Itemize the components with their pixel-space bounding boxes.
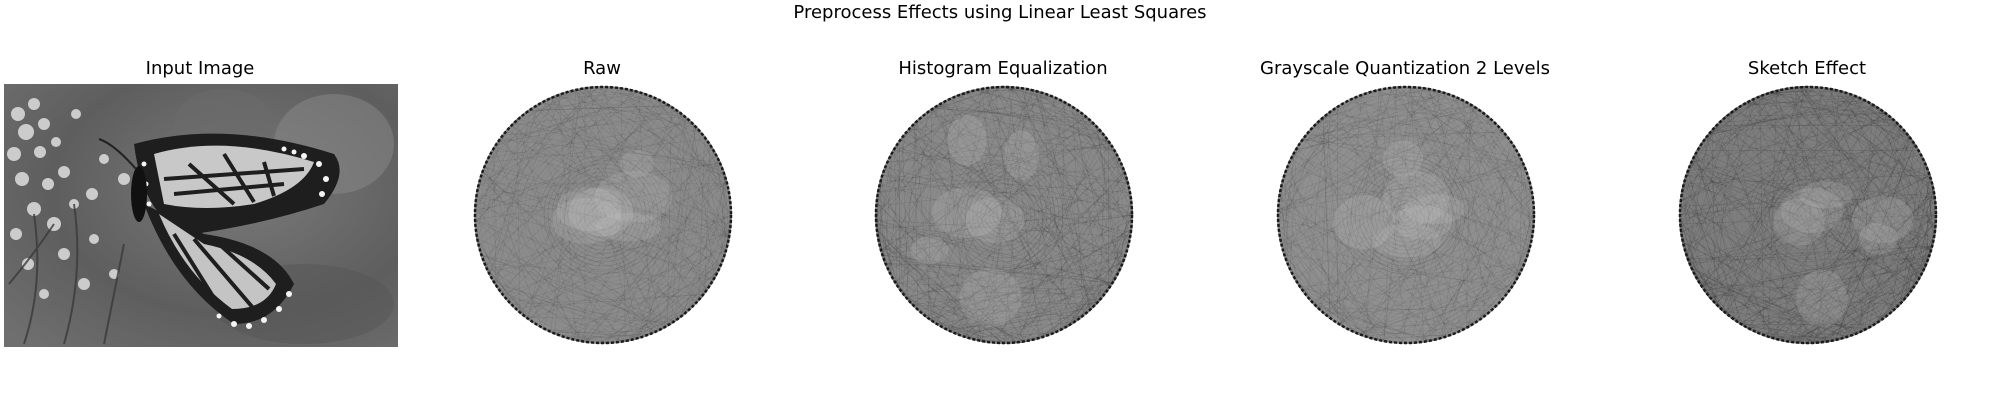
histogram-equalization-circle-render	[874, 85, 1134, 345]
panel-title-input-image: Input Image	[145, 58, 255, 79]
panel-title-raw: Raw	[583, 58, 621, 79]
histogram-equalization-string-art	[873, 84, 1135, 346]
panel-title-grayscale-quantization: Grayscale Quantization 2 Levels	[1260, 58, 1550, 79]
sketch-effect-string-art	[1677, 84, 1939, 346]
grayscale-quantization-string-art	[1275, 84, 1537, 346]
raw-string-art	[472, 84, 734, 346]
panel-title-sketch-effect: Sketch Effect	[1747, 58, 1867, 79]
panel-title-histogram-equalization: Histogram Equalization	[898, 58, 1108, 79]
sketch-effect-circle-render	[1678, 85, 1938, 345]
input-image	[4, 84, 398, 347]
raw-circle-render	[473, 85, 733, 345]
grayscale-quantization-circle-render	[1276, 85, 1536, 345]
figure-title: Preprocess Effects using Linear Least Sq…	[793, 2, 1207, 23]
butterfly-photo	[4, 84, 398, 347]
